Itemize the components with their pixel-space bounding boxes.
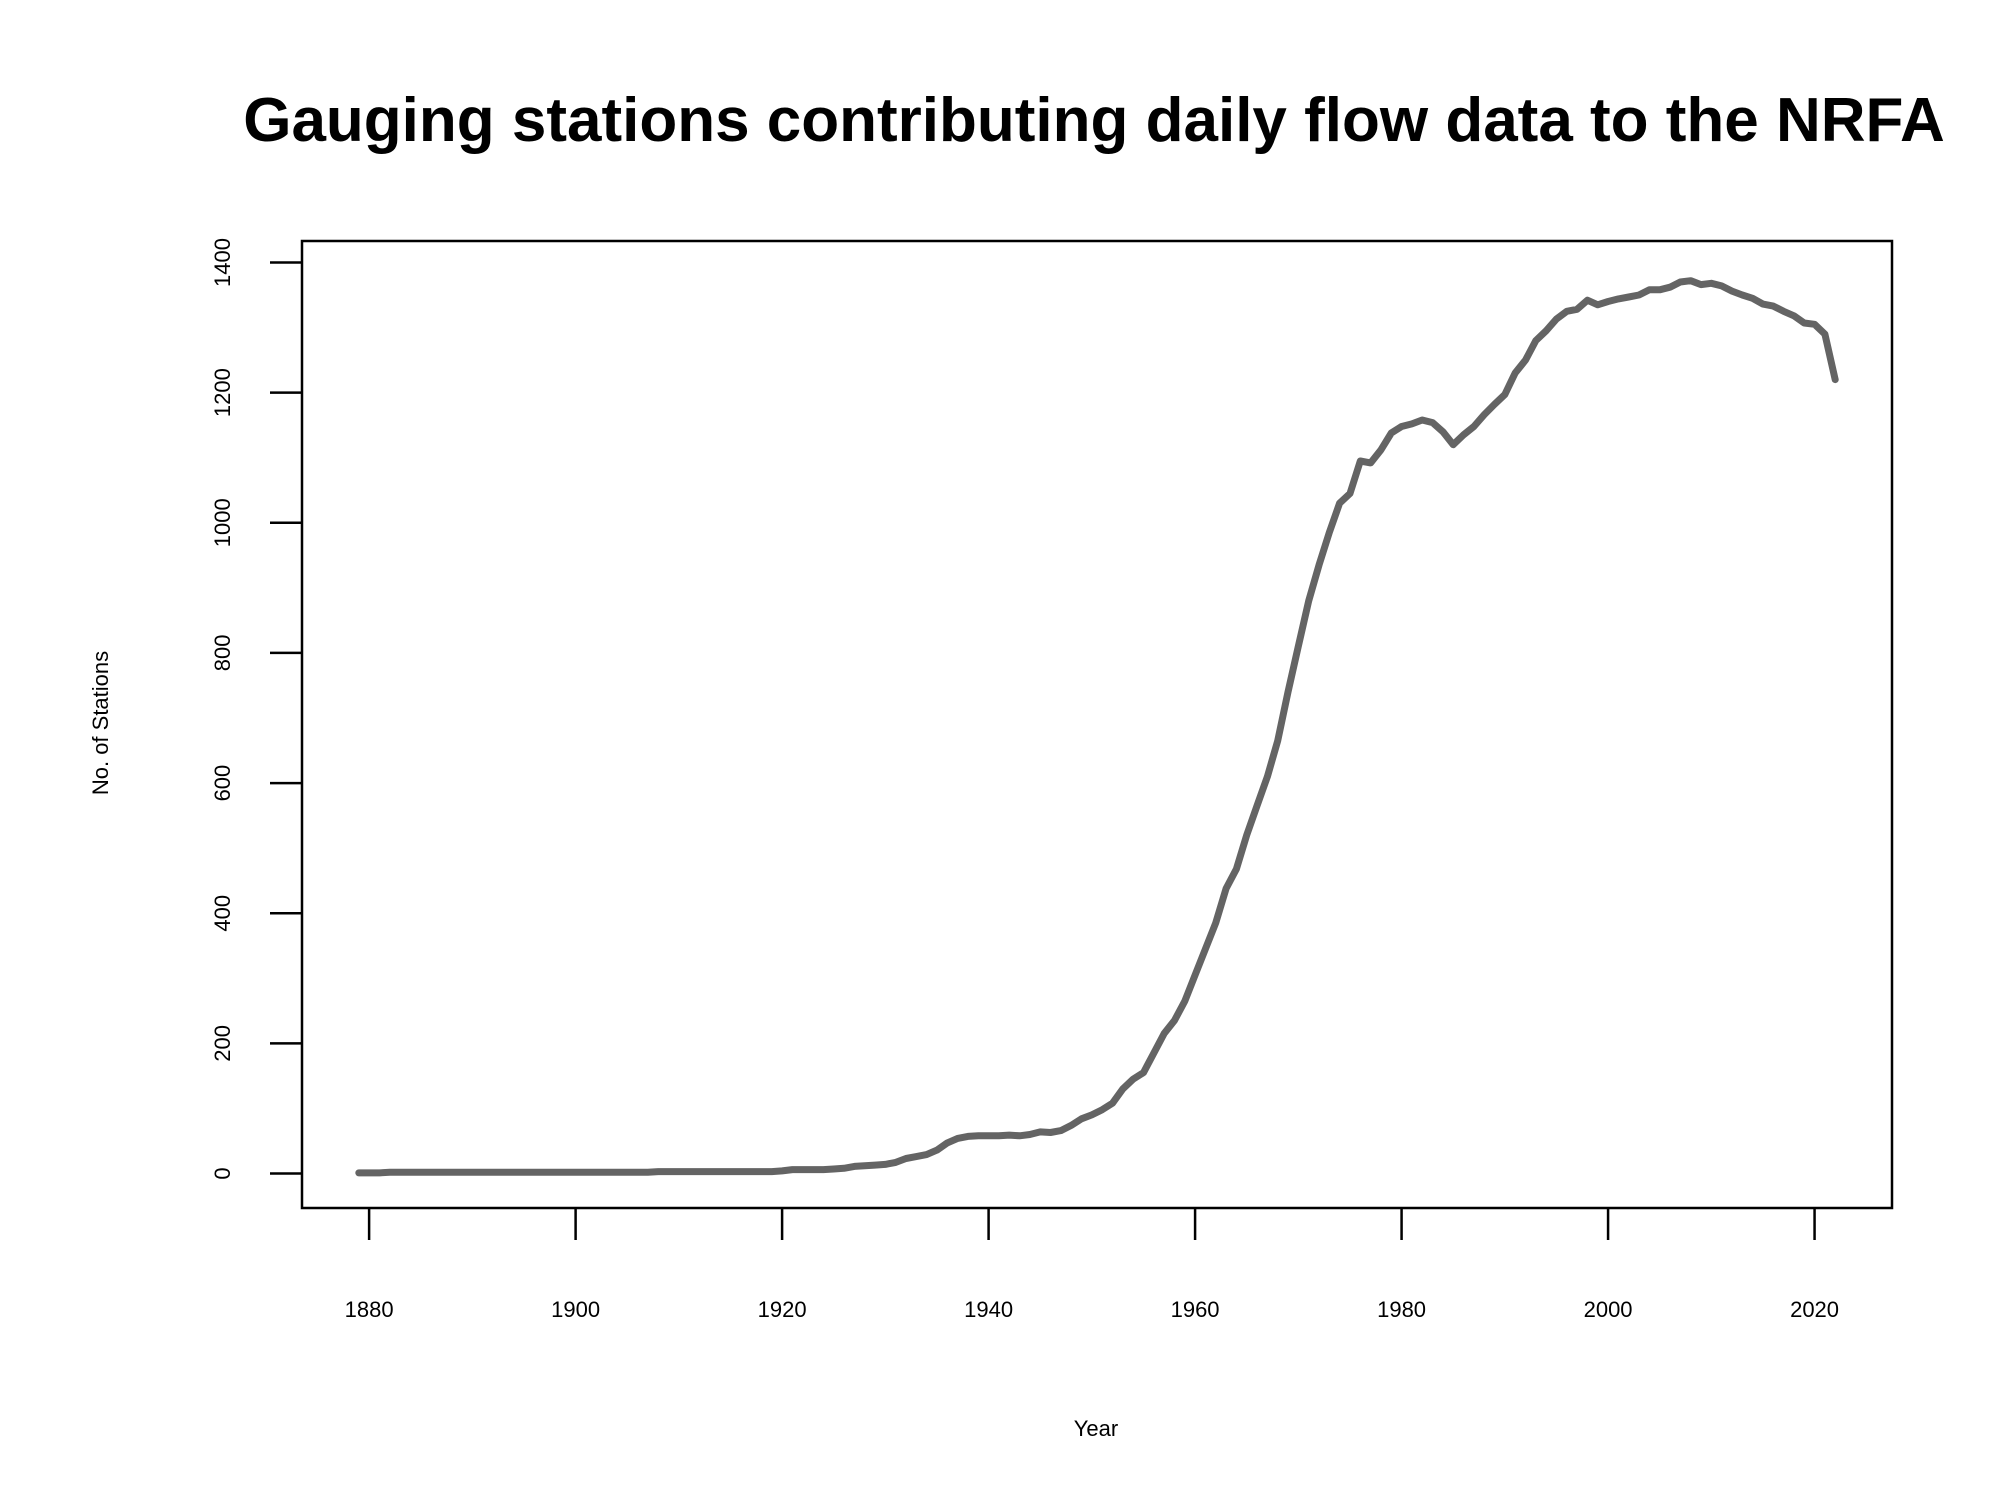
y-tick-label: 600 <box>210 765 235 802</box>
x-tick-label: 1880 <box>345 1297 394 1322</box>
y-tick-label: 1200 <box>210 368 235 417</box>
x-axis: 1880 1900 1920 1940 1960 1980 2000 2020 <box>345 1208 1839 1322</box>
plot-frame <box>300 239 1894 1210</box>
y-axis: 0 200 400 600 800 1000 1200 1400 <box>210 238 302 1180</box>
series-line-0 <box>355 277 1839 1177</box>
x-tick-label: 1900 <box>551 1297 600 1322</box>
x-tick-label: 1960 <box>1171 1297 1220 1322</box>
y-tick-label: 0 <box>210 1167 235 1179</box>
x-tick-label: 2020 <box>1790 1297 1839 1322</box>
y-tick-label: 200 <box>210 1025 235 1062</box>
y-tick-label: 800 <box>210 635 235 672</box>
x-tick-label: 1940 <box>964 1297 1013 1322</box>
x-tick-label: 2000 <box>1584 1297 1633 1322</box>
y-tick-label: 1000 <box>210 498 235 547</box>
y-tick-label: 1400 <box>210 238 235 287</box>
chart-title: Gauging stations contributing daily flow… <box>243 86 1945 155</box>
y-axis-label: No. of Stations <box>88 651 113 795</box>
x-tick-label: 1980 <box>1377 1297 1426 1322</box>
y-tick-label: 400 <box>210 895 235 932</box>
x-axis-label: Year <box>1074 1416 1118 1441</box>
series-group <box>355 277 1839 1177</box>
x-tick-label: 1920 <box>758 1297 807 1322</box>
